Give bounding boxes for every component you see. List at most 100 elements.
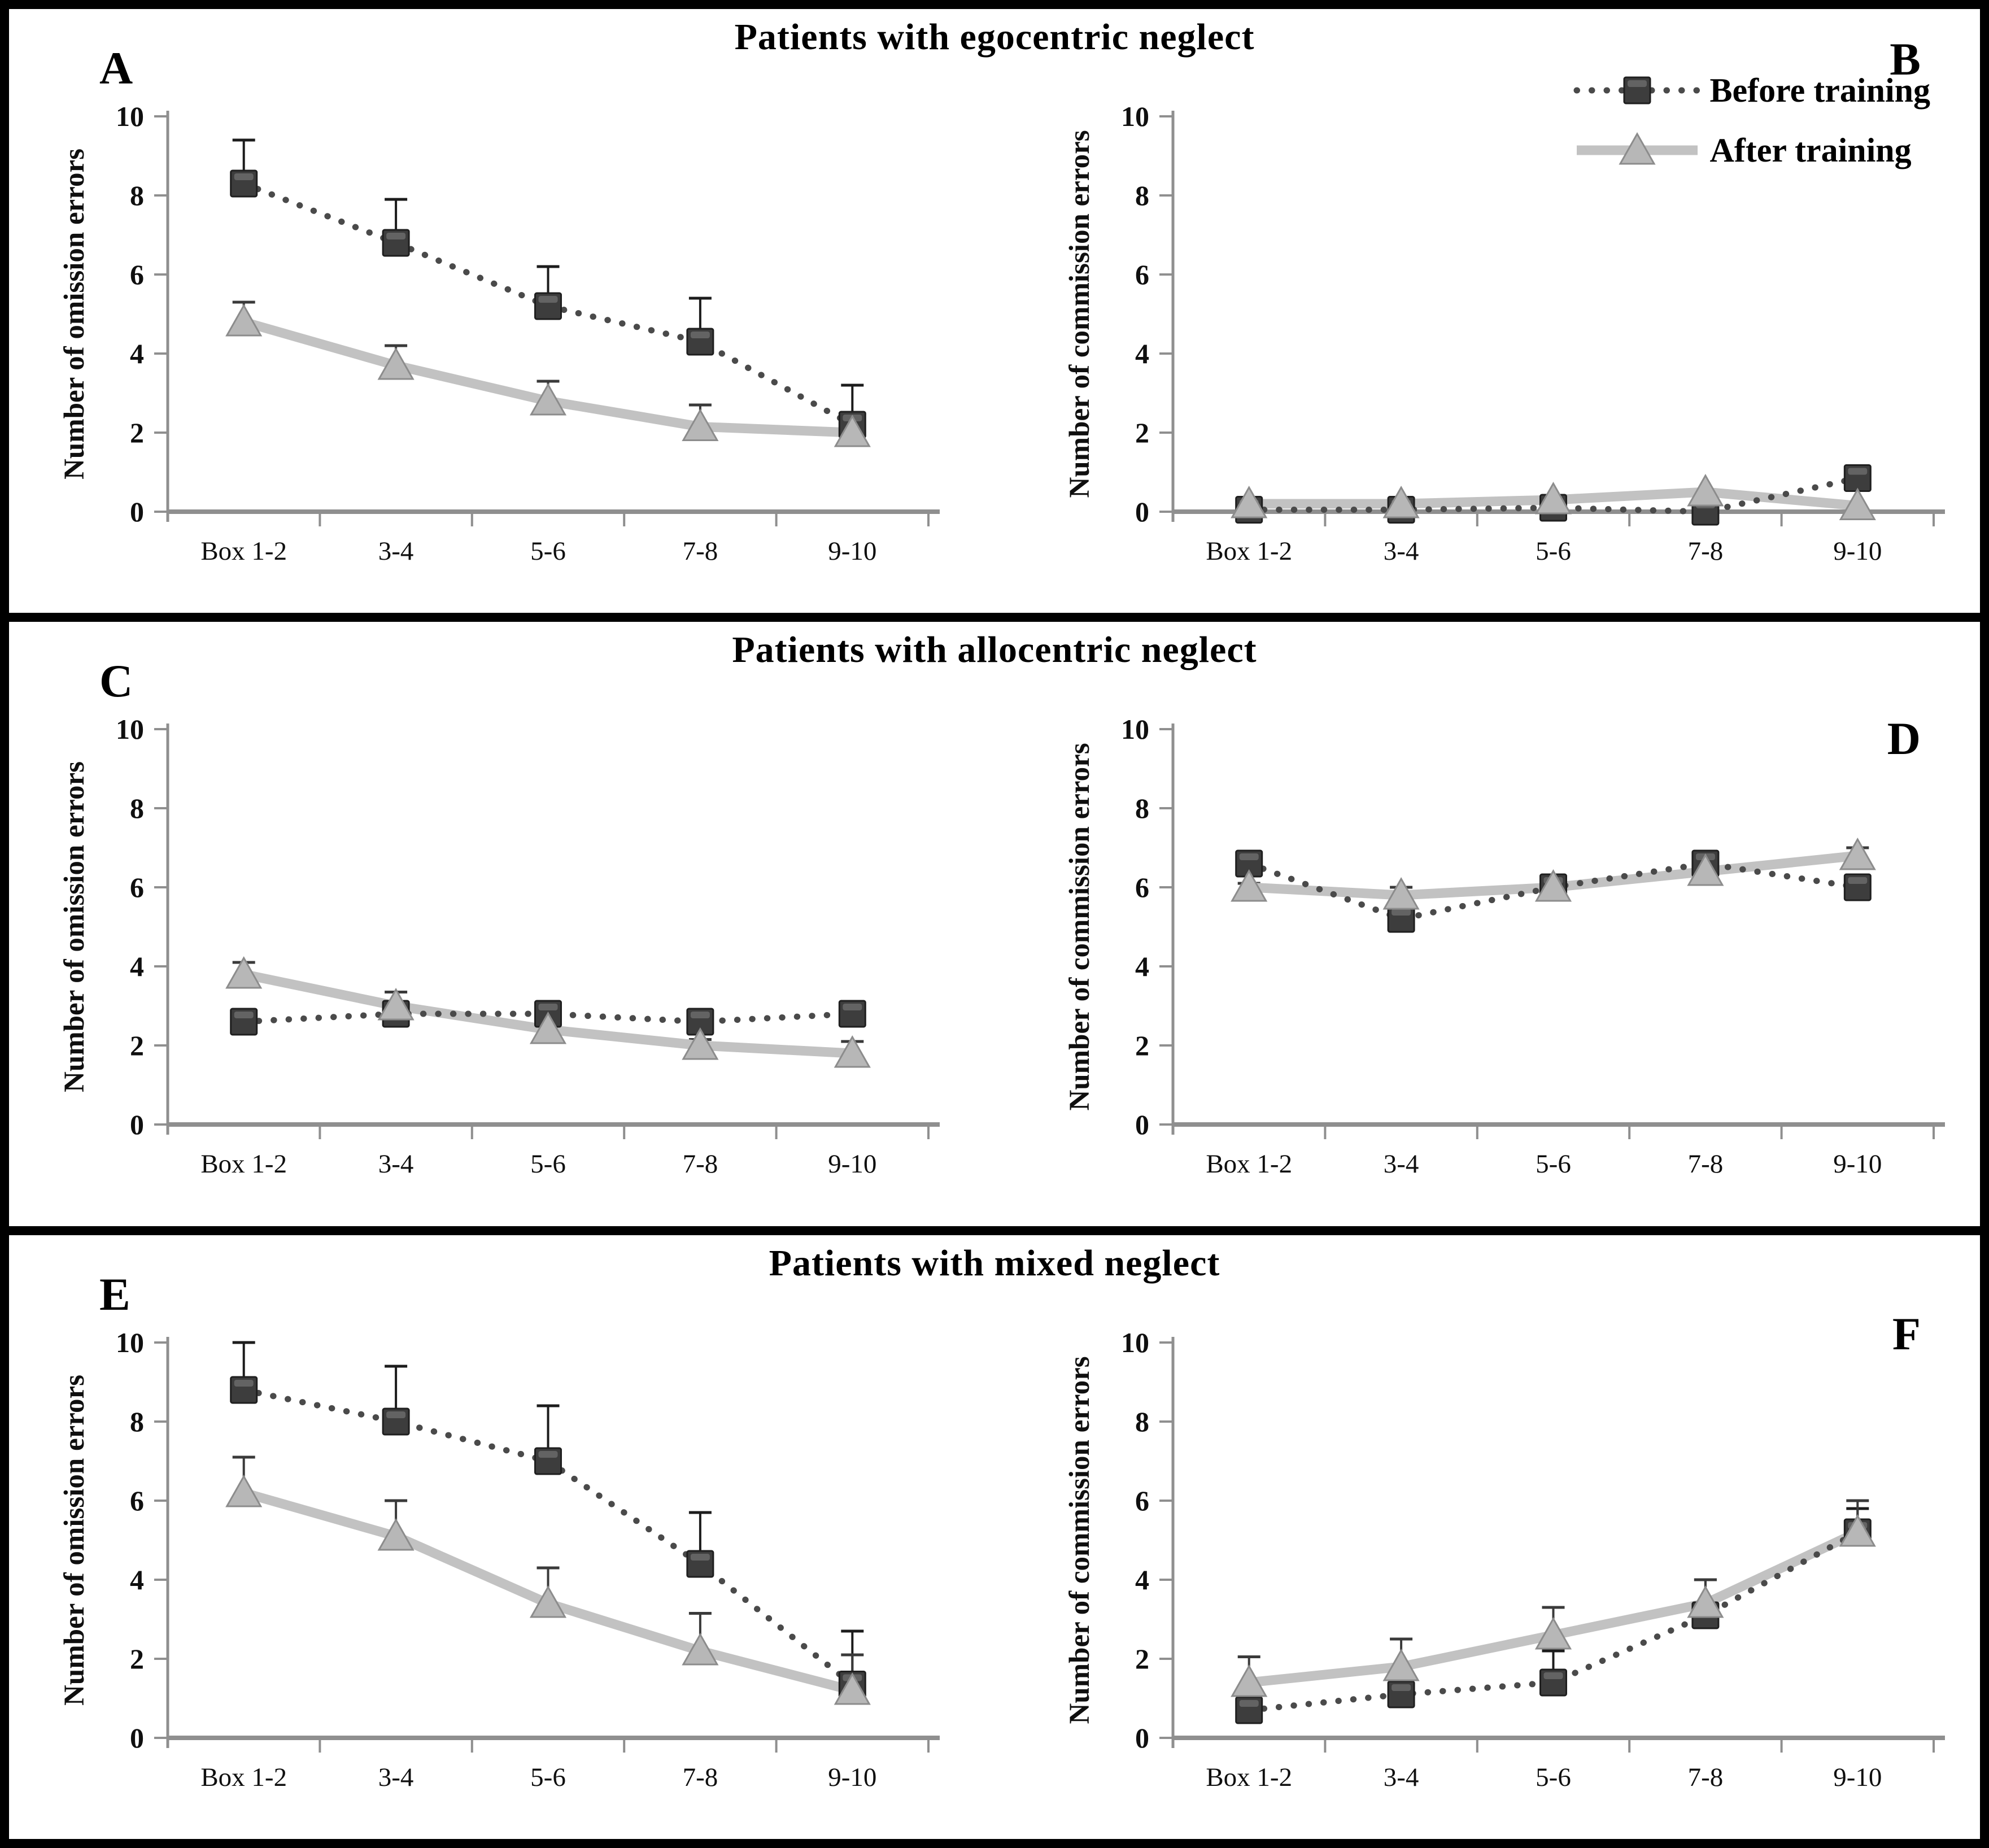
x-tick-label: 3-4 xyxy=(1384,1763,1419,1792)
y-tick-label: 10 xyxy=(116,713,144,745)
y-tick-label: 8 xyxy=(1135,792,1149,824)
y-tick-label: 10 xyxy=(1121,713,1149,745)
series-markers-after xyxy=(1231,473,1876,520)
square-marker-highlight xyxy=(690,332,710,338)
y-axis-title: Number of omission errors xyxy=(59,149,90,480)
y-tick-label: 10 xyxy=(1121,101,1149,132)
triangle-marker xyxy=(834,1035,871,1068)
x-tick-label: 7-8 xyxy=(1688,537,1724,566)
y-tick-label: 6 xyxy=(1135,871,1149,903)
y-tick-label: 0 xyxy=(130,1722,144,1754)
chart-d-commission-errors: 0 2 4 6 8 10 Box 1-2 3-4 5-6 7-8 9-10 Number of com… xyxy=(1064,713,1945,1179)
y-tick-label: 8 xyxy=(130,792,144,824)
panel-label-c: C xyxy=(99,655,133,707)
x-tick-label: 9-10 xyxy=(828,1763,876,1792)
chart-e-omission-errors: 0 2 4 6 8 10 Box 1-2 3-4 5-6 7-8 9-10 Number of omi… xyxy=(59,1327,940,1792)
panel-label-d: D xyxy=(1887,713,1921,765)
x-tick-label: 7-8 xyxy=(1688,1763,1724,1792)
square-marker-highlight xyxy=(1848,468,1868,475)
triangle-marker xyxy=(1618,132,1656,165)
axes: 0 2 4 6 8 10 Box 1-2 3-4 5-6 7-8 9-10 Number of omi… xyxy=(59,101,940,566)
triangle-marker xyxy=(1839,838,1876,870)
x-tick-label: 9-10 xyxy=(1833,537,1882,566)
triangle-marker xyxy=(529,1585,567,1618)
x-tick-label: 3-4 xyxy=(1384,1149,1419,1179)
y-axis-title: Number of commission errors xyxy=(1064,1356,1096,1724)
square-marker-highlight xyxy=(538,296,558,303)
y-tick-label: 0 xyxy=(1135,1722,1149,1754)
axes: 0 2 4 6 8 10 Box 1-2 3-4 5-6 7-8 9-10 Number of com… xyxy=(1064,1327,1945,1792)
row-mixed: Patients with mixed neglect E F 0 2 4 6 8 10 B… xyxy=(9,1235,1980,1839)
triangle-marker xyxy=(1839,1514,1876,1547)
x-tick-label: 5-6 xyxy=(530,1763,566,1792)
panel-label-f: F xyxy=(1892,1307,1921,1359)
y-tick-label: 2 xyxy=(1135,417,1149,448)
legend-label: After training xyxy=(1709,131,1912,169)
x-tick-label: 3-4 xyxy=(378,1763,414,1792)
x-tick-label: 5-6 xyxy=(530,537,566,566)
chart-panel-c: 0 2 4 6 8 10 Box 1-2 3-4 5-6 7-8 9-10 Number of omi… xyxy=(46,700,956,1221)
triangle-marker xyxy=(1382,1648,1420,1681)
y-tick-label: 6 xyxy=(130,871,144,903)
x-tick-label: 7-8 xyxy=(683,1149,718,1179)
square-marker-highlight xyxy=(1848,877,1868,884)
y-tick-label: 0 xyxy=(130,1109,144,1140)
square-marker-highlight xyxy=(386,233,406,239)
x-tick-label: Box 1-2 xyxy=(200,537,287,566)
y-tick-label: 6 xyxy=(1135,259,1149,290)
series-markers-before xyxy=(230,169,866,439)
axes: 0 2 4 6 8 10 Box 1-2 3-4 5-6 7-8 9-10 Number of omi… xyxy=(59,713,940,1179)
y-tick-label: 0 xyxy=(130,496,144,528)
series-markers-after xyxy=(1231,1514,1876,1697)
x-tick-label: Box 1-2 xyxy=(1206,1149,1292,1179)
y-tick-label: 8 xyxy=(1135,1406,1149,1437)
chart-panel-f: 0 2 4 6 8 10 Box 1-2 3-4 5-6 7-8 9-10 Number of com… xyxy=(1052,1313,1961,1834)
y-tick-label: 2 xyxy=(130,1643,144,1675)
triangle-marker xyxy=(1534,481,1572,515)
row-title-allocentric: Patients with allocentric neglect xyxy=(732,629,1257,671)
y-tick-label: 8 xyxy=(130,180,144,211)
triangle-marker xyxy=(529,382,567,416)
square-marker-highlight xyxy=(1239,853,1259,861)
y-tick-label: 4 xyxy=(130,951,144,982)
triangle-marker xyxy=(1534,1616,1572,1650)
series-line-before xyxy=(241,1010,856,1025)
triangle-marker xyxy=(682,1632,719,1666)
triangle-marker xyxy=(377,1518,415,1551)
square-marker-highlight xyxy=(1392,1684,1411,1691)
y-tick-label: 0 xyxy=(1135,496,1149,528)
square-marker-highlight xyxy=(690,1553,710,1561)
x-tick-label: 5-6 xyxy=(1536,1763,1571,1792)
panel-label-b: B xyxy=(1890,33,1921,85)
y-tick-label: 8 xyxy=(130,1406,144,1437)
triangle-marker xyxy=(682,1027,719,1060)
y-axis-title: Number of omission errors xyxy=(59,1375,90,1706)
x-tick-label: 9-10 xyxy=(1833,1763,1882,1792)
y-tick-label: 4 xyxy=(130,338,144,369)
y-tick-label: 6 xyxy=(130,259,144,290)
y-tick-label: 2 xyxy=(1135,1643,1149,1675)
y-tick-label: 4 xyxy=(1135,338,1149,369)
triangle-marker xyxy=(1231,485,1268,518)
square-marker-highlight xyxy=(234,1012,254,1019)
triangle-marker xyxy=(1687,1585,1724,1618)
y-tick-label: 4 xyxy=(1135,1564,1149,1596)
x-tick-label: 7-8 xyxy=(683,1763,718,1792)
series-line-before xyxy=(1246,1529,1861,1714)
triangle-marker xyxy=(225,1474,263,1507)
x-tick-label: 9-10 xyxy=(828,1149,876,1179)
x-tick-label: 7-8 xyxy=(1688,1149,1724,1179)
series-line-before xyxy=(1246,475,1861,515)
x-tick-label: 5-6 xyxy=(1536,1149,1571,1179)
series-markers-after xyxy=(225,956,871,1068)
x-tick-label: Box 1-2 xyxy=(200,1763,287,1792)
x-tick-label: 3-4 xyxy=(1384,537,1419,566)
triangle-marker xyxy=(1382,485,1420,518)
x-tick-label: Box 1-2 xyxy=(1206,537,1292,566)
legend-item-after-training: After training xyxy=(1572,128,1931,173)
series-markers-after xyxy=(225,303,871,447)
triangle-marker xyxy=(1687,853,1724,886)
x-tick-label: 5-6 xyxy=(1536,537,1571,566)
y-tick-label: 4 xyxy=(1135,951,1149,982)
